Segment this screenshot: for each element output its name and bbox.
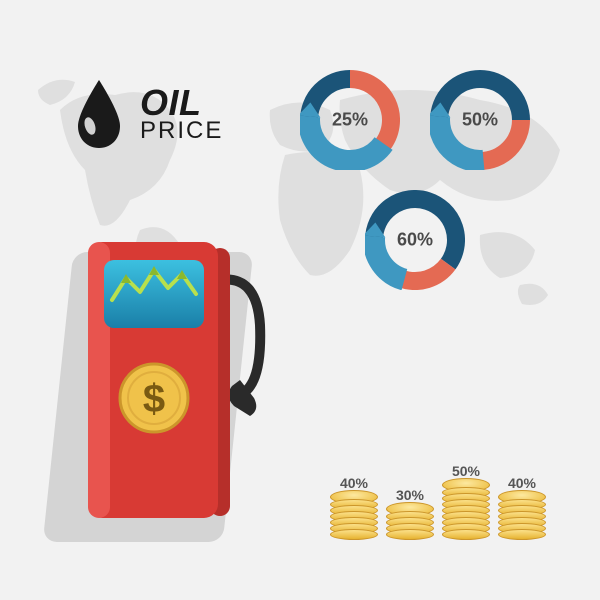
coin-stack: 40% — [498, 495, 546, 540]
title-line-2: PRICE — [140, 120, 223, 143]
title-line-1: OIL — [140, 86, 223, 120]
donut-chart: 50% — [430, 70, 530, 170]
donut-label: 50% — [462, 110, 498, 131]
dollar-sign: $ — [143, 377, 165, 421]
gas-pump: $ — [82, 230, 262, 520]
page-title: OIL PRICE — [72, 78, 223, 150]
donut-label: 60% — [397, 230, 433, 251]
coin-stack-label: 40% — [330, 475, 378, 491]
coin-stack-label: 30% — [386, 487, 434, 503]
coin-stack-label: 50% — [442, 463, 490, 479]
coin-bar-chart: 40%30%50%40% — [330, 380, 560, 540]
donut-label: 25% — [332, 110, 368, 131]
donut-chart: 60% — [365, 190, 465, 290]
coin-stack: 30% — [386, 507, 434, 540]
coin-stack-label: 40% — [498, 475, 546, 491]
donut-chart: 25% — [300, 70, 400, 170]
oil-drop-icon — [72, 78, 126, 150]
coin-stack: 50% — [442, 483, 490, 540]
coin-stack: 40% — [330, 495, 378, 540]
